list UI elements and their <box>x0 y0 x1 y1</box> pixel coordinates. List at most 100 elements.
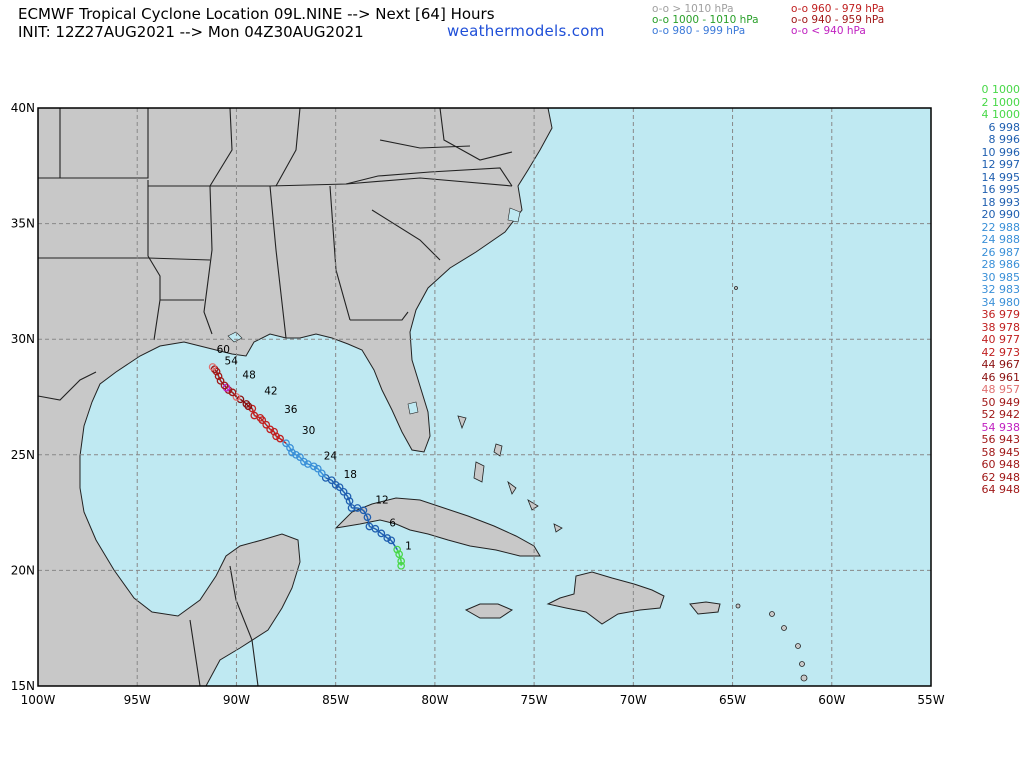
lon-tick-label: 75W <box>521 693 548 707</box>
forecast-row: 44 967 <box>981 358 1021 371</box>
forecast-row: 28 986 <box>981 258 1021 271</box>
lon-tick-label: 85W <box>322 693 349 707</box>
track-point <box>345 497 354 505</box>
forecast-row: 14 995 <box>981 170 1021 184</box>
track-point <box>365 522 374 531</box>
lon-tick-label: 100W <box>21 693 56 707</box>
forecast-row: 50 949 <box>981 395 1021 409</box>
forecast-row: 58 945 <box>981 445 1021 459</box>
track-segment <box>396 549 400 555</box>
track-point <box>224 386 233 394</box>
track-segment <box>390 539 398 550</box>
forecast-row: 32 983 <box>981 283 1021 296</box>
cyclone-track-points <box>208 363 406 570</box>
forecast-row: 8 996 <box>988 133 1021 146</box>
track-point <box>244 402 253 411</box>
forecast-row: 34 980 <box>981 295 1021 309</box>
north-america-landmass <box>38 108 553 686</box>
forecast-row: 48 957 <box>981 383 1021 396</box>
forecast-row: 10 996 <box>981 145 1021 159</box>
track-hour-label: 18 <box>344 469 357 481</box>
track-point <box>397 561 406 570</box>
track-point <box>300 457 308 466</box>
forecast-row: 54 938 <box>981 420 1021 434</box>
title-line-1: ECMWF Tropical Cyclone Location 09L.NINE… <box>18 5 495 23</box>
track-hour-label: 24 <box>324 450 338 462</box>
legend-item-gt1010: o-o > 1010 hPa <box>652 3 734 15</box>
track-point <box>216 376 225 385</box>
lon-tick-label: 55W <box>917 693 944 707</box>
forecast-row: 30 985 <box>981 270 1021 284</box>
longitude-tick-labels: 100W 95W 90W 85W 80W 75W 70W 65W 60W 55W <box>21 693 945 707</box>
forecast-row: 36 979 <box>981 308 1021 321</box>
forecast-row: 22 988 <box>981 220 1021 234</box>
state-boundaries <box>38 108 513 341</box>
lon-tick-label: 60W <box>818 693 845 707</box>
track-hour-label: 54 <box>225 356 239 368</box>
land-layer <box>38 108 808 686</box>
legend-item-980-999: o-o 980 - 999 hPa <box>652 25 746 37</box>
hispaniola-landmass <box>546 571 665 625</box>
track-point <box>343 492 352 501</box>
track-point <box>282 439 290 448</box>
track-segment <box>245 403 249 407</box>
track-point <box>288 448 296 457</box>
track-point <box>292 450 300 459</box>
forecast-row: 4 1000 <box>981 108 1021 121</box>
track-point <box>377 529 386 538</box>
lat-tick-label: 35N <box>11 217 35 231</box>
track-point <box>296 453 304 461</box>
forecast-row: 62 948 <box>981 470 1021 484</box>
lat-tick-label: 40N <box>11 101 35 115</box>
lon-tick-label: 90W <box>223 693 250 707</box>
track-segment <box>215 371 220 377</box>
track-point <box>331 481 340 489</box>
map-frame <box>37 107 932 687</box>
track-hour-label: 6 <box>389 517 396 529</box>
track-hour-label: 60 <box>217 344 230 356</box>
cuba-landmass <box>334 497 541 557</box>
forecast-row: 0 1000 <box>981 83 1021 96</box>
jamaica-landmass <box>464 603 514 619</box>
track-hour-label: 12 <box>375 494 388 506</box>
track-point <box>321 474 330 482</box>
legend-item-960-979: o-o 960 - 979 hPa <box>791 3 885 15</box>
track-segment <box>366 517 371 527</box>
lon-tick-label: 70W <box>620 693 647 707</box>
lat-tick-label: 25N <box>11 448 35 462</box>
track-point <box>393 545 402 554</box>
forecast-row: 46 961 <box>981 370 1021 384</box>
track-point <box>395 550 404 559</box>
track-point <box>363 513 372 522</box>
track-point <box>335 483 344 492</box>
track-point <box>214 372 223 381</box>
legend-item-940-959: o-o 940 - 959 hPa <box>791 14 885 26</box>
track-hour-label: 48 <box>242 370 255 382</box>
forecast-row: 56 943 <box>981 433 1021 446</box>
track-point <box>248 404 257 413</box>
track-point <box>304 460 312 468</box>
lat-lon-grid <box>38 108 931 686</box>
track-point <box>383 534 392 542</box>
puerto-rico-landmass <box>689 601 721 615</box>
forecast-row: 18 993 <box>981 195 1021 209</box>
track-point <box>212 367 221 376</box>
track-point <box>266 425 275 434</box>
website-link[interactable]: weathermodels.com <box>447 22 605 40</box>
track-point <box>220 381 229 390</box>
forecast-row: 6 998 <box>988 120 1021 134</box>
track-hour-label: 1 <box>405 541 412 553</box>
track-hour-label: 42 <box>264 386 277 398</box>
forecast-row: 38 978 <box>981 320 1021 334</box>
forecast-row: 64 948 <box>981 483 1021 496</box>
track-point <box>317 469 326 478</box>
title-line-2: INIT: 12Z27AUG2021 --> Mon 04Z30AUG2021 <box>18 23 364 41</box>
bahamas-islands <box>457 415 563 533</box>
lat-tick-label: 30N <box>11 332 35 346</box>
track-point <box>250 411 259 420</box>
track-segment <box>259 417 263 421</box>
track-point <box>313 464 322 473</box>
track-point <box>210 365 219 374</box>
track-hour-label: 36 <box>284 404 298 416</box>
